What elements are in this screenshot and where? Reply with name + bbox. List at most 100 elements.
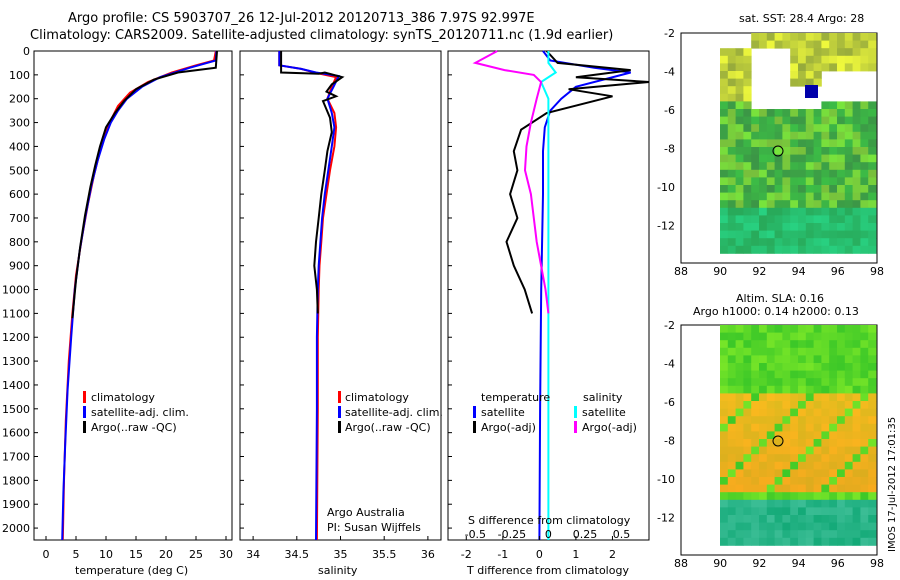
map-cell [821, 401, 830, 409]
map-cell [829, 454, 838, 463]
map-cell [743, 347, 752, 356]
map-cell [751, 507, 760, 516]
map-cell [720, 530, 729, 539]
map-cell [766, 454, 775, 463]
map-cell [751, 139, 760, 148]
map-cell [837, 522, 846, 531]
map-cell [829, 245, 838, 254]
map-cell [868, 515, 877, 523]
map-cell [798, 446, 807, 455]
map-cell [821, 185, 830, 193]
map-cell [782, 431, 791, 440]
map-cell [743, 86, 752, 95]
map-cell [743, 439, 752, 447]
diff-legend-t-sat: satellite [481, 406, 525, 419]
map-cell [829, 355, 838, 364]
map-cell [821, 385, 830, 394]
map-cell [813, 393, 822, 402]
map-cell [798, 332, 807, 341]
map-cell [813, 378, 822, 387]
map-cell [798, 340, 807, 349]
map-cell [837, 139, 846, 148]
map-x-tick-label: 96 [831, 557, 845, 570]
series-line-2-1 [505, 50, 650, 314]
map-cell [743, 401, 752, 409]
map-cell [735, 461, 744, 470]
map-cell [829, 116, 838, 125]
map-cell [821, 192, 830, 201]
map-x-tick-label: 90 [713, 265, 727, 278]
map-cell [852, 215, 861, 224]
map-cell [821, 439, 830, 447]
map-cell [805, 477, 814, 485]
map-cell [766, 207, 775, 216]
map-cell [743, 101, 752, 110]
map-cell [751, 340, 760, 349]
map-cell [774, 522, 783, 531]
map-cell [751, 147, 760, 155]
map-cell [735, 408, 744, 417]
map-cell [790, 446, 799, 455]
map-cell [805, 484, 814, 493]
sdiff-x-tick-label: -0.25 [498, 528, 526, 541]
map-cell [821, 215, 830, 224]
map-cell [798, 385, 807, 394]
map-cell [805, 185, 814, 193]
map-cell [821, 238, 830, 247]
map-cell [821, 154, 830, 163]
map-cell [821, 499, 830, 508]
map-cell [790, 423, 799, 432]
map-cell [727, 192, 736, 201]
map-cell [774, 340, 783, 349]
map-cell [805, 215, 814, 224]
map-cell [766, 401, 775, 409]
map-cell [743, 325, 752, 333]
map-cell [813, 325, 822, 333]
map-cell [743, 147, 752, 155]
map-cell [720, 230, 729, 239]
map-cell [798, 207, 807, 216]
map-cell [829, 408, 838, 417]
map-cell [774, 401, 783, 409]
map-cell [821, 109, 830, 117]
map-cell [821, 446, 830, 455]
map-cell [782, 177, 791, 186]
map-cell [829, 177, 838, 186]
argo-position-marker-sst [772, 145, 784, 157]
map-cell [821, 139, 830, 148]
map-cell [720, 499, 729, 508]
map-cell [720, 469, 729, 478]
map-cell [868, 116, 877, 125]
map-cell [837, 33, 846, 41]
map-cell [837, 185, 846, 193]
map-cell [852, 185, 861, 193]
map-cell [798, 499, 807, 508]
map-cell [798, 423, 807, 432]
map-cell [852, 245, 861, 254]
map-cell [790, 439, 799, 447]
map-cell [790, 347, 799, 356]
map-cell [735, 147, 744, 155]
diff-legend-head-s: salinity [583, 391, 623, 404]
map-cell [743, 215, 752, 224]
map-cell [852, 515, 861, 523]
tick-labels: 0100200300400500600700800900100011001200… [2, 45, 630, 561]
map-cell [766, 192, 775, 201]
depth-tick-label: 1000 [2, 284, 30, 297]
map-cell [805, 431, 814, 440]
map-cell [790, 223, 799, 231]
map-cell [829, 48, 838, 57]
map-cell [821, 230, 830, 239]
map-cell [720, 423, 729, 432]
temperature-xlabel: temperature (deg C) [75, 564, 188, 577]
map-cell [844, 507, 853, 516]
map-cell [813, 162, 822, 171]
map-cell [751, 439, 760, 447]
map-cell [735, 86, 744, 95]
map-cell [813, 423, 822, 432]
map-cell [837, 48, 846, 57]
map-cell [805, 537, 814, 546]
map-cell [766, 370, 775, 379]
map-cell [813, 530, 822, 539]
